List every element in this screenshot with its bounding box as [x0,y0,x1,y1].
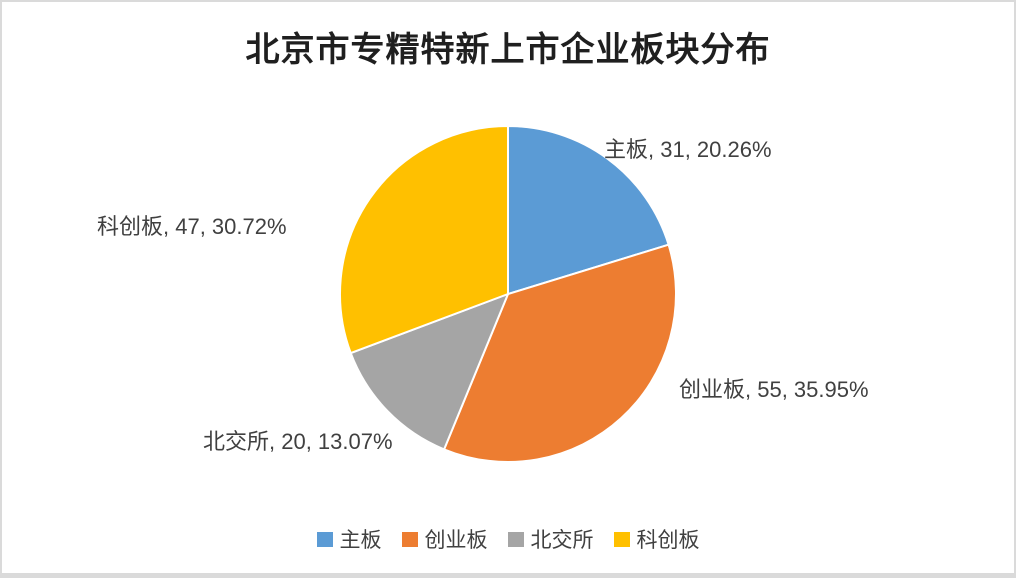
legend-label-beijiaosuo: 北交所 [530,529,594,552]
legend-item-beijiaosuo[interactable]: 北交所 [507,524,594,554]
data-label-kechuangban: 科创板, 47, 30.72% [97,214,287,239]
pie-slice-创业板[interactable] [443,243,677,463]
legend-item-chuangyeban[interactable]: 创业板 [401,524,488,554]
legend: 主板 创业板 北交所 科创板 [2,524,1014,554]
legend-swatch-beijiaosuo [507,531,524,547]
legend-label-chuangyeban: 创业板 [424,529,488,552]
data-label-chuangyeban: 创业板, 55, 35.95% [679,377,869,402]
legend-swatch-zhuban [316,531,333,547]
data-label-beijiaosuo: 北交所, 20, 13.07% [203,429,393,454]
legend-swatch-kechuangban [613,531,630,547]
pie-slice-主板[interactable] [507,125,670,295]
chart-title: 北京市专精特新上市企业板块分布 [245,32,771,69]
pie-slice-北交所[interactable] [349,293,509,451]
data-label-zhuban: 主板, 31, 20.26% [604,137,772,162]
legend-label-kechuangban: 科创板 [636,529,700,552]
legend-item-zhuban[interactable]: 主板 [316,524,382,554]
legend-label-zhuban: 主板 [339,529,382,552]
pie-slice-科创板[interactable] [339,125,509,355]
legend-swatch-chuangyeban [401,531,418,547]
legend-item-kechuangban[interactable]: 科创板 [613,524,700,554]
